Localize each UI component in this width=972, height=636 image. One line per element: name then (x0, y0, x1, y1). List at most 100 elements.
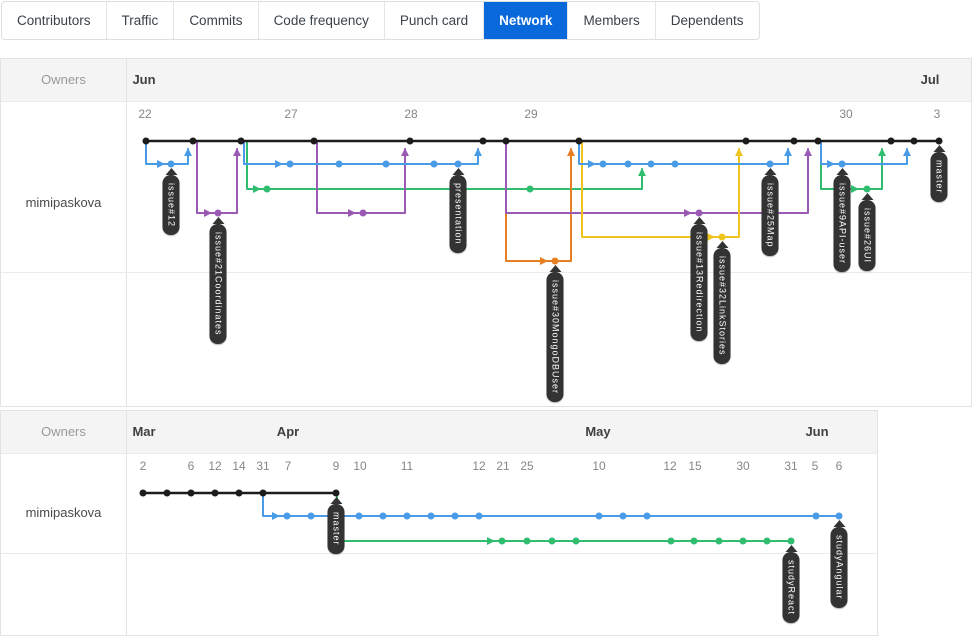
commit-dot[interactable] (526, 185, 534, 193)
branch-line (196, 140, 238, 214)
tag-pointer-icon (785, 545, 797, 552)
commit-dot[interactable] (211, 489, 219, 497)
commit-dot[interactable] (715, 537, 723, 545)
commit-dot[interactable] (479, 137, 487, 145)
commit-dot[interactable] (887, 137, 895, 145)
row-divider (1, 553, 877, 554)
commit-dot[interactable] (167, 160, 175, 168)
tab-code-frequency[interactable]: Code frequency (259, 2, 385, 39)
commit-dot[interactable] (187, 489, 195, 497)
commit-dot[interactable] (910, 137, 918, 145)
date-tick: 21 (496, 459, 510, 473)
branch-tag-issue-25map: issue#25Map (761, 168, 779, 256)
tab-dependents[interactable]: Dependents (670, 13, 744, 28)
commit-dot[interactable] (189, 137, 197, 145)
commit-dot[interactable] (163, 489, 171, 497)
commit-dot[interactable] (475, 512, 483, 520)
commit-dot[interactable] (624, 160, 632, 168)
commit-dot[interactable] (263, 185, 271, 193)
owners-header-label: Owners (41, 72, 86, 87)
branch-line (145, 140, 189, 165)
tag-pointer-icon (693, 217, 705, 224)
branch-tag-label: issue#21Coordinates (209, 224, 227, 344)
commit-dot[interactable] (382, 160, 390, 168)
date-tick: 5 (811, 459, 819, 473)
commit-dot[interactable] (835, 512, 843, 520)
commit-dot[interactable] (379, 512, 387, 520)
commit-dot[interactable] (548, 537, 556, 545)
tab-members[interactable]: Members (568, 2, 656, 39)
commit-dot[interactable] (763, 537, 771, 545)
commit-dot[interactable] (718, 233, 726, 241)
commit-dot[interactable] (787, 537, 795, 545)
commit-dot[interactable] (310, 137, 318, 145)
tab-traffic[interactable]: Traffic (107, 2, 175, 39)
commit-dot[interactable] (739, 537, 747, 545)
commit-dot[interactable] (427, 512, 435, 520)
commit-dot[interactable] (814, 137, 822, 145)
commit-dot[interactable] (454, 160, 462, 168)
commit-dot[interactable] (575, 137, 583, 145)
branch-arrow-icon (784, 148, 792, 156)
commit-dot[interactable] (332, 489, 340, 497)
commit-dot[interactable] (935, 137, 943, 145)
commit-dot[interactable] (286, 160, 294, 168)
commit-dot[interactable] (451, 512, 459, 520)
commit-dot[interactable] (406, 137, 414, 145)
commit-dot[interactable] (863, 185, 871, 193)
commit-dot[interactable] (498, 537, 506, 545)
tag-pointer-icon (764, 168, 776, 175)
commit-dot[interactable] (695, 209, 703, 217)
commit-dot[interactable] (812, 512, 820, 520)
branch-line (505, 140, 572, 262)
commit-dot[interactable] (643, 512, 651, 520)
commit-dot[interactable] (335, 160, 343, 168)
commit-dot[interactable] (690, 537, 698, 545)
branch-arrow-icon (707, 233, 715, 241)
commit-dot[interactable] (359, 209, 367, 217)
commit-dot[interactable] (647, 160, 655, 168)
commit-dot[interactable] (502, 137, 510, 145)
branch-arrow-icon (827, 160, 835, 168)
date-tick: 10 (353, 459, 367, 473)
commit-dot[interactable] (430, 160, 438, 168)
tab-commits[interactable]: Commits (174, 2, 259, 39)
commit-dot[interactable] (671, 160, 679, 168)
commit-dot[interactable] (142, 137, 150, 145)
commit-dot[interactable] (403, 512, 411, 520)
commit-dot[interactable] (259, 489, 267, 497)
date-tick: 11 (400, 459, 414, 473)
commit-dot[interactable] (214, 209, 222, 217)
commit-dot[interactable] (595, 512, 603, 520)
commit-dot[interactable] (790, 137, 798, 145)
branch-arrow-icon (735, 148, 743, 156)
commit-dot[interactable] (599, 160, 607, 168)
commit-dot[interactable] (355, 512, 363, 520)
commit-graph-svg (142, 137, 943, 265)
date-tick: 28 (404, 107, 418, 121)
commit-dot[interactable] (237, 137, 245, 145)
tab-punch-card[interactable]: Punch card (385, 2, 485, 39)
commit-dot[interactable] (572, 537, 580, 545)
tab-contributors[interactable]: Contributors (2, 2, 107, 39)
branch-arrow-icon (851, 185, 859, 193)
owner-name: mimipaskova (25, 195, 102, 210)
commit-dot[interactable] (523, 537, 531, 545)
commit-dot[interactable] (667, 537, 675, 545)
branch-tag-label: issue#12 (162, 175, 180, 236)
commit-dot[interactable] (139, 489, 147, 497)
commit-dot[interactable] (742, 137, 750, 145)
branch-arrow-icon (878, 148, 886, 156)
commit-dot[interactable] (307, 512, 315, 520)
commit-dot[interactable] (283, 512, 291, 520)
tab-network[interactable]: Network (484, 2, 569, 39)
commit-dot[interactable] (619, 512, 627, 520)
commit-dot[interactable] (551, 257, 559, 265)
branch-arrow-icon (253, 185, 261, 193)
date-tick: 6 (187, 459, 195, 473)
commit-dot[interactable] (838, 160, 846, 168)
commit-dot[interactable] (766, 160, 774, 168)
branch-arrow-icon (540, 257, 548, 265)
tag-pointer-icon (165, 168, 177, 175)
commit-dot[interactable] (235, 489, 243, 497)
